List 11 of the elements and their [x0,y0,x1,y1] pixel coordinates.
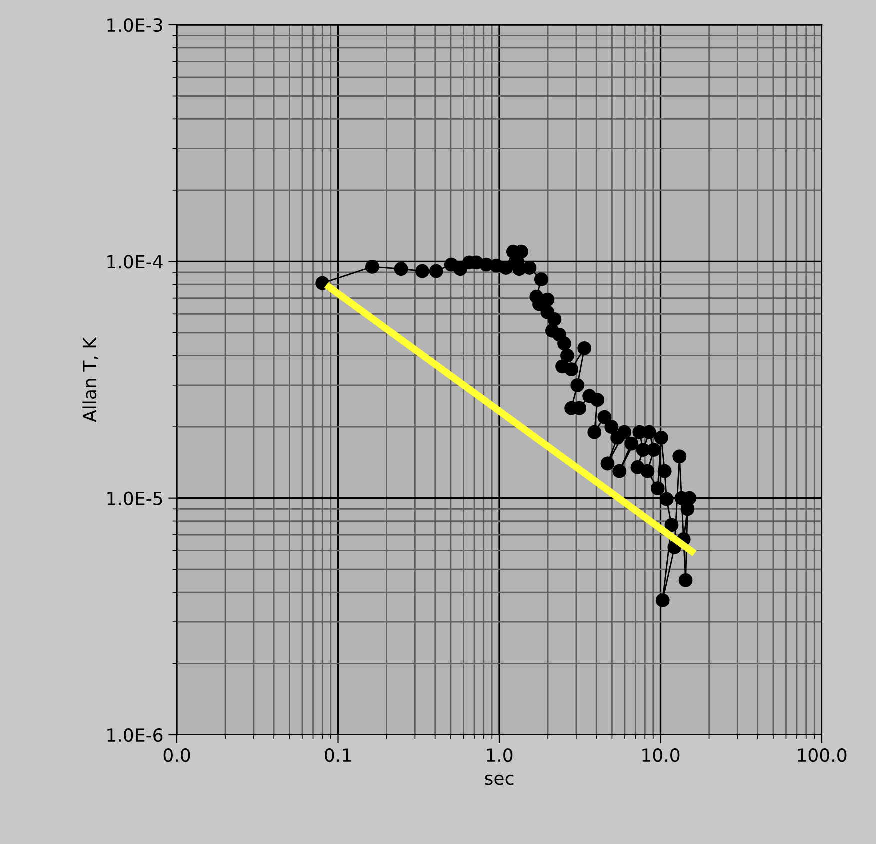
y-axis-title: Allan T, K [82,337,98,422]
y-tick-label: 1.0E-4 [108,255,163,269]
y-tick-label: 1.0E-6 [108,728,163,742]
x-axis-title: sec [485,774,514,786]
y-tick-label: 1.0E-3 [108,18,162,32]
x-tick-label: 10.0 [642,748,680,762]
x-tick-label: 1.0 [487,748,513,762]
x-tick-label: 100.0 [798,748,847,762]
y-tick-label: 1.0E-5 [108,492,162,506]
x-tick-label: 0.0 [164,748,190,762]
x-tick-label: 0.1 [325,748,351,762]
